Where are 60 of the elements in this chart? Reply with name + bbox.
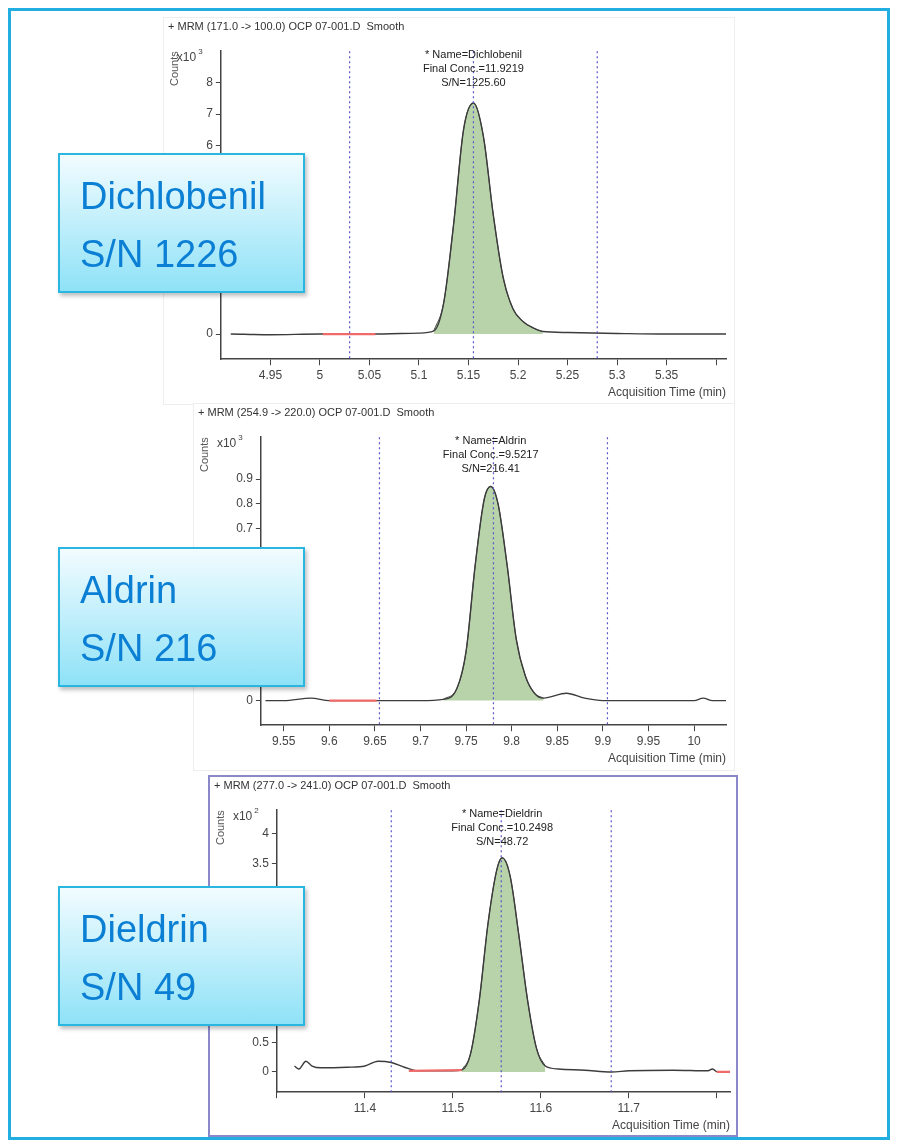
annotation: Final Conc.=11.9219 [422, 61, 524, 74]
x-tick-label: 5.25 [555, 367, 580, 382]
y-tick-label: 0.9 [236, 471, 254, 486]
annotation: S/N=1225.60 [441, 75, 506, 88]
x-tick-label: 5 [316, 367, 324, 382]
annotation: S/N 1226 [80, 232, 240, 277]
x-axis-title: Acquisition Time (min) [607, 385, 726, 400]
x-tick-label: 11.5 [441, 1100, 465, 1115]
x-tick-label: 5.2 [509, 367, 527, 382]
x-tick-label: 11.7 [617, 1100, 641, 1115]
y-tick-label: 8 [206, 74, 214, 89]
chart-title: + MRM (254.9 -> 220.0) OCP 07-001.D Smooth [198, 405, 435, 418]
x-tick-label: 9.9 [594, 733, 612, 748]
annotation: Final Conc.=10.2498 [451, 820, 554, 833]
y-axis-title: Counts [213, 809, 226, 846]
chart-title: + MRM (277.0 -> 241.0) OCP 07-001.D Smooth [214, 778, 451, 791]
y-tick-label: 0.5 [252, 1034, 270, 1049]
line-series [293, 857, 718, 1073]
x-axis-title: Acquisition Time (min) [611, 1118, 730, 1133]
x-tick-label: 9.8 [503, 733, 521, 748]
line-series [264, 485, 726, 702]
y-tick-label: 0 [206, 326, 214, 341]
x-tick-label: 9.95 [636, 733, 661, 748]
annotation: * Name=Dieldrin [461, 806, 543, 819]
chart-title: + MRM (171.0 -> 100.0) OCP 07-001.D Smooth [168, 19, 405, 32]
text: Aldrin [80, 568, 179, 613]
x-tick-label: 5.05 [357, 367, 382, 382]
x-tick-label: 11.6 [529, 1100, 553, 1115]
x-tick-label: 10 [687, 733, 702, 748]
text: S/N 49 [80, 965, 198, 1010]
annotation: S/N=48.72 [475, 834, 529, 847]
y-tick-label: 4 [262, 826, 270, 841]
x-tick-label: 11.4 [353, 1100, 377, 1115]
y-tick-label: 0 [246, 692, 254, 707]
x-tick-label: 9.65 [363, 733, 387, 748]
y-tick-label: 7 [206, 106, 214, 121]
x-tick-label: 9.6 [320, 733, 338, 748]
annotation: Dichlobenil [80, 174, 267, 219]
annotation: S/N=216.41 [461, 461, 520, 474]
y-tick-label: 0 [262, 1064, 270, 1079]
y-axis-title: Counts [197, 436, 210, 473]
y-tick-label: 0.7 [236, 520, 254, 535]
x-tick-label: 4.95 [258, 367, 283, 382]
annotation: * Name=Aldrin [455, 433, 527, 446]
x-tick-label: 5.35 [654, 367, 679, 382]
x-tick-label: 5.1 [410, 367, 428, 382]
x-tick-label: 5.3 [608, 367, 626, 382]
x-tick-label: 5.15 [456, 367, 481, 382]
x-tick-label: 9.55 [272, 733, 296, 748]
y-tick-label: 3.5 [252, 856, 270, 871]
text: S/N 216 [80, 626, 219, 671]
x-tick-label: 9.75 [454, 733, 479, 748]
x-tick-label: 9.7 [412, 733, 430, 748]
x-tick-label: 9.85 [545, 733, 570, 748]
y-tick-label: 0.8 [236, 495, 254, 510]
text: Dieldrin [80, 907, 210, 952]
annotation: Final Conc.=9.5217 [442, 447, 539, 460]
annotation: * Name=Dichlobenil [424, 47, 522, 60]
y-tick-label: 6 [206, 137, 214, 152]
x-axis-title: Acquisition Time (min) [607, 751, 726, 766]
